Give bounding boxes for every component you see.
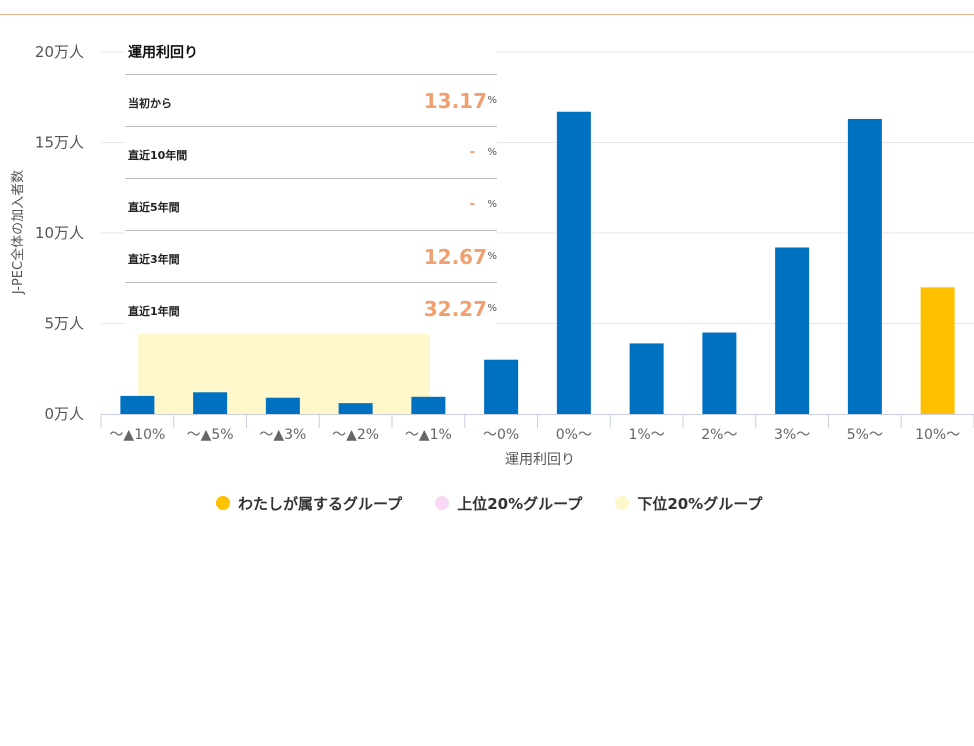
legend-item-mine[interactable]: わたしが属するグループ: [216, 493, 402, 514]
x-tick-label: 〜▲10%: [109, 427, 165, 443]
yield-row: 直近5年間 - %: [125, 178, 497, 231]
x-tick-label: 2%〜: [701, 427, 737, 443]
x-tick-label: 〜▲3%: [259, 427, 306, 443]
legend-label: わたしが属するグループ: [238, 495, 403, 513]
x-axis-title: 運用利回り: [505, 452, 575, 468]
row-label: 当初から: [128, 97, 172, 110]
y-tick-label: 5万人: [44, 315, 84, 333]
legend-item-top20[interactable]: 上位20%グループ: [435, 493, 582, 514]
y-tick-label: 20万人: [35, 43, 84, 61]
legend-dot: [216, 496, 230, 510]
row-unit: %: [487, 251, 497, 262]
row-value: -: [469, 197, 475, 212]
yield-row: 当初から 13.17 %: [125, 74, 497, 127]
yield-row: 直近1年間 32.27 %: [125, 282, 497, 335]
legend-label: 下位20%グループ: [637, 495, 763, 513]
subscriber-distribution-chart: 0万人 5万人 10万人 15万人 20万人〜▲10% 〜▲5% 〜▲3% 〜▲2% 〜▲1% 〜…: [10, 43, 974, 468]
x-tick-label: 10%〜: [915, 427, 960, 443]
row-value: 12.67: [423, 245, 487, 269]
row-value: 32.27: [423, 297, 487, 321]
bar[interactable]: [484, 359, 519, 414]
y-tick-label: 0万人: [44, 405, 84, 423]
legend-item-bottom20[interactable]: 下位20%グループ: [615, 493, 762, 514]
axis-layer: 0万人 5万人 10万人 15万人 20万人〜▲10% 〜▲5% 〜▲3% 〜▲2% 〜▲1% 〜…: [35, 43, 974, 443]
bar[interactable]: [629, 343, 664, 414]
row-unit: %: [487, 303, 497, 314]
bar[interactable]: [193, 392, 228, 414]
bar[interactable]: [847, 118, 882, 414]
legend-dot: [615, 496, 630, 510]
yield-row: 直近3年間 12.67 %: [125, 230, 497, 283]
y-tick-label: 15万人: [35, 134, 84, 152]
bar[interactable]: [265, 397, 300, 414]
row-label: 直近3年間: [128, 253, 180, 266]
bar[interactable]: [411, 396, 446, 414]
x-tick-label: 5%〜: [847, 427, 883, 443]
x-tick-label: 〜0%: [483, 427, 519, 443]
bar-mine[interactable]: [920, 287, 955, 414]
x-tick-label: 1%〜: [629, 427, 665, 443]
row-unit: %: [487, 199, 497, 210]
y-axis-title: J-PEC全体の加入者数: [10, 170, 26, 295]
legend-dot: [435, 496, 450, 510]
x-tick-label: 〜▲2%: [332, 427, 379, 443]
header-divider: [0, 14, 974, 15]
row-unit: %: [487, 95, 497, 106]
row-value: -: [469, 145, 475, 160]
y-tick-label: 10万人: [35, 224, 84, 242]
bar[interactable]: [702, 332, 737, 414]
panel-title: 運用利回り: [128, 45, 198, 61]
x-tick-label: 〜▲1%: [405, 427, 452, 443]
yield-panel: 運用利回り 当初から 13.17 % 直近10年間 - % 直近5年間 - % …: [125, 24, 497, 334]
x-tick-label: 0%〜: [556, 427, 592, 443]
bar-layer: [120, 111, 955, 414]
row-value: 13.17: [423, 89, 487, 113]
bar[interactable]: [775, 247, 810, 414]
chart-legend: わたしが属するグループ 上位20%グループ 下位20%グループ: [216, 493, 790, 513]
legend-label: 上位20%グループ: [457, 495, 583, 513]
x-tick-label: 3%〜: [774, 427, 810, 443]
bar[interactable]: [338, 403, 373, 414]
bar[interactable]: [556, 111, 591, 414]
row-label: 直近5年間: [128, 201, 180, 214]
row-unit: %: [487, 147, 497, 158]
bar[interactable]: [120, 395, 155, 414]
yield-row: 直近10年間 - %: [125, 126, 497, 179]
x-tick-label: 〜▲5%: [187, 427, 234, 443]
row-label: 直近1年間: [128, 305, 180, 318]
row-label: 直近10年間: [128, 149, 188, 162]
